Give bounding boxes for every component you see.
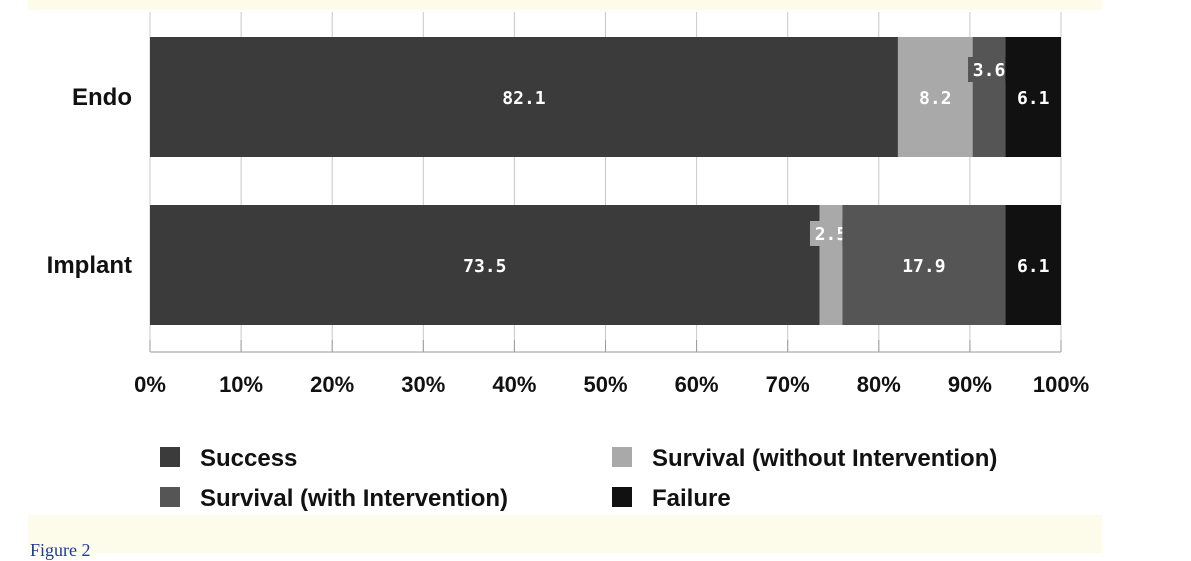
bar-segment: [150, 205, 820, 325]
category-label-implant: Implant: [47, 252, 132, 279]
category-label-endo: Endo: [72, 84, 132, 111]
bar-segment: [1005, 37, 1061, 157]
legend-label: Survival (without Intervention): [652, 445, 997, 472]
data-label: 6.1: [1017, 88, 1050, 109]
x-tick-label: 80%: [857, 372, 901, 397]
x-tick-label: 60%: [675, 372, 719, 397]
legend-label: Survival (with Intervention): [200, 485, 508, 512]
x-tick-label: 100%: [1033, 372, 1089, 397]
legend-label: Success: [200, 445, 297, 472]
bar-segment: [150, 37, 898, 157]
top-band: [28, 0, 1102, 10]
x-axis: 0% 10% 20% 30% 40% 50% 60% 70% 80% 90% 100%: [134, 340, 1089, 397]
x-tick-label: 10%: [219, 372, 263, 397]
legend-swatch: [160, 447, 180, 467]
legend-swatch: [612, 447, 632, 467]
x-tick-label: 30%: [401, 372, 445, 397]
data-label: 73.5: [463, 256, 506, 277]
x-tick-label: 40%: [492, 372, 536, 397]
bar-segment: [842, 205, 1006, 325]
data-label: 3.6: [973, 60, 1006, 81]
x-tick-label: 0%: [134, 372, 166, 397]
bar-segments: 82.1 8.2 3.6 6.1 73.5 2.5 17.9 6.1: [150, 37, 1061, 325]
data-label: 2.5: [815, 224, 848, 245]
legend: Success Survival (without Intervention) Su…: [160, 445, 997, 512]
data-label: 8.2: [919, 88, 952, 109]
legend-swatch: [612, 487, 632, 507]
x-tick-label: 90%: [948, 372, 992, 397]
bar-segment: [1005, 205, 1061, 325]
data-label: 82.1: [502, 88, 545, 109]
bar-segment: [972, 37, 1006, 157]
x-tick-label: 70%: [766, 372, 810, 397]
data-label: 6.1: [1017, 256, 1050, 277]
x-tick-label: 20%: [310, 372, 354, 397]
legend-label: Failure: [652, 485, 731, 512]
bar-segment: [897, 37, 973, 157]
legend-swatch: [160, 487, 180, 507]
data-label-box: [968, 57, 1011, 82]
category-labels: Endo Implant: [47, 84, 132, 279]
bottom-band: [28, 515, 1102, 553]
data-label: 17.9: [902, 256, 945, 277]
x-tick-label: 50%: [583, 372, 627, 397]
